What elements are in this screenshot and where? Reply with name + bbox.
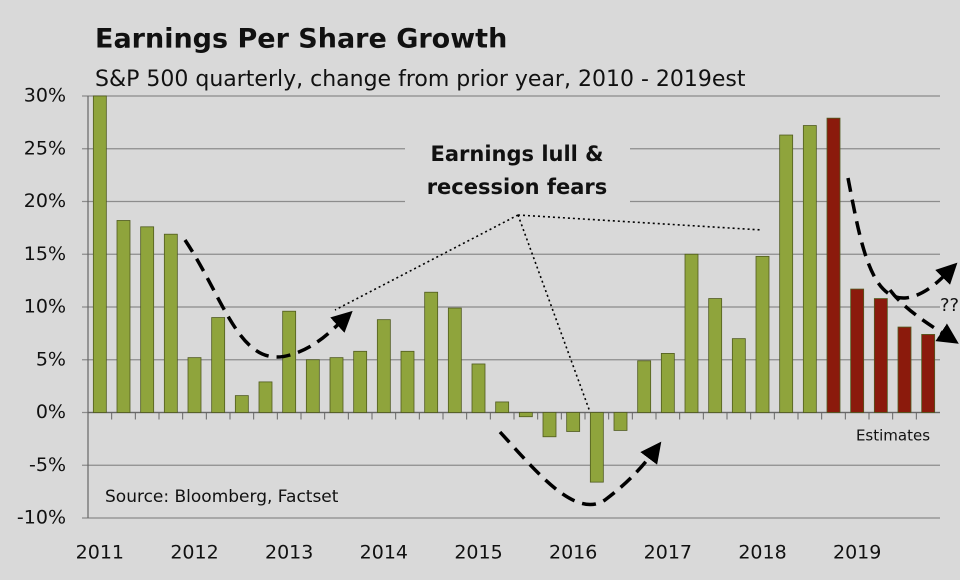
source-note: Source: Bloomberg, Factset [105,487,339,507]
bar [684,253,699,413]
bar [802,125,817,413]
bar [897,326,912,413]
bar [589,412,604,483]
bar [850,288,865,413]
bar [921,334,936,413]
x-tick-label: 2015 [454,542,502,564]
x-tick-label: 2011 [76,542,124,564]
chart-title: Earnings Per Share Growth [95,24,507,55]
bar [329,357,344,413]
annotation-bg [405,135,630,210]
y-tick-label: 0% [36,401,66,423]
y-tick-label: 5% [36,348,66,370]
bar [116,220,131,413]
bar [447,307,462,413]
x-tick-label: 2016 [549,542,597,564]
bar [305,359,320,413]
bars [92,95,936,483]
bar [542,412,557,438]
annotation: ?? [940,295,959,316]
bar [211,317,226,413]
bar [471,363,486,413]
bar [234,395,249,413]
bar [92,95,107,413]
y-tick-label: 10% [24,296,66,318]
bar [731,338,746,413]
x-tick-label: 2013 [265,542,313,564]
y-tick-label: -10% [17,507,66,529]
bar [873,298,888,413]
y-tick-label: 20% [24,190,66,212]
y-tick-label: 25% [24,137,66,159]
x-tick-label: 2014 [360,542,408,564]
bar [163,233,178,413]
bar [140,226,155,413]
x-tick-label: 2018 [738,542,786,564]
bar [755,255,770,413]
y-tick-label: -5% [29,454,66,476]
bar [400,350,415,413]
y-tick-label: 15% [24,243,66,265]
bar [282,310,297,413]
bar [826,117,841,413]
bar [187,357,202,413]
x-tick-label: 2012 [170,542,218,564]
annotation: Earnings lull & [431,142,604,166]
trend-arrows [183,177,959,507]
bar [424,291,439,413]
bar [566,412,581,432]
bar [708,298,723,413]
pointer-lines [334,214,763,413]
annotation: Estimates [856,427,930,445]
bar [258,381,273,413]
bar [353,350,368,413]
y-tick-label: 30% [24,85,66,107]
bar [495,401,510,413]
annotation: recession fears [427,175,608,199]
bar [376,319,391,413]
bar [613,412,628,431]
x-tick-label: 2019 [833,542,881,564]
x-tick-label: 2017 [644,542,692,564]
bar [518,412,533,418]
bar [660,353,675,413]
bar [637,360,652,413]
bar [779,134,794,413]
chart-subtitle: S&P 500 quarterly, change from prior yea… [95,67,746,92]
